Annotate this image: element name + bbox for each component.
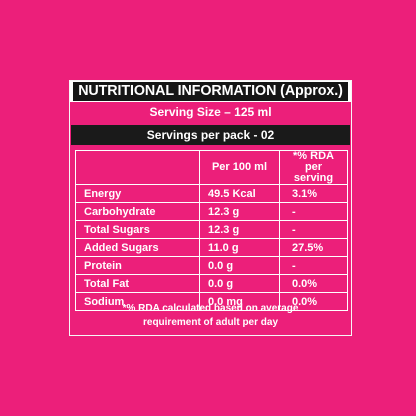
panel-title: NUTRITIONAL INFORMATION (Approx.) [73,82,348,101]
rda-value: - [279,202,348,221]
table-header-row: Per 100 ml *% RDA per serving [75,150,348,185]
rda-value: - [279,220,348,239]
nutrient-name: Carbohydrate [75,202,200,221]
table-row: Total Fat 0.0 g 0.0% [75,274,348,293]
rda-value: - [279,256,348,275]
title-bar: NUTRITIONAL INFORMATION (Approx.) [70,81,351,102]
nutrient-name: Total Sugars [75,220,200,239]
servings-per-pack: Servings per pack - 02 [71,125,350,145]
nutrient-name: Sodium [75,292,200,311]
table-row: Added Sugars 11.0 g 27.5% [75,238,348,257]
per-100ml-value: 49.5 Kcal [199,184,280,203]
serving-size: Serving Size – 125 ml [71,102,350,123]
nutrition-panel: NUTRITIONAL INFORMATION (Approx.) Servin… [69,80,352,336]
table-row: Protein 0.0 g - [75,256,348,275]
nutrient-name: Total Fat [75,274,200,293]
per-100ml-value: 12.3 g [199,202,280,221]
rda-value: 0.0% [279,274,348,293]
per-100ml-value: 11.0 g [199,238,280,257]
rda-footnote: *% RDA calculated based on average requi… [75,302,346,330]
header-nutrient [75,150,200,185]
table-row: Sodium 0.0 mg 0.0% [75,292,348,311]
nutrient-name: Protein [75,256,200,275]
nutrient-name: Energy [75,184,200,203]
per-100ml-value: 0.0 g [199,256,280,275]
header-rda-text: *% RDA per serving [293,150,334,184]
nutrient-name: Added Sugars [75,238,200,257]
per-100ml-value: 0.0 g [199,274,280,293]
header-rda: *% RDA per serving [279,150,348,185]
table-row: Energy 49.5 Kcal 3.1% [75,184,348,203]
nutrition-table: Per 100 ml *% RDA per serving Energy 49.… [75,150,348,311]
header-per-100ml: Per 100 ml [199,150,280,185]
table-row: Total Sugars 12.3 g - [75,220,348,239]
per-100ml-value: 12.3 g [199,220,280,239]
rda-value: 3.1% [279,184,348,203]
footnote-line-1: *% RDA calculated based on average [122,303,299,314]
rda-value: 27.5% [279,238,348,257]
rda-value: 0.0% [279,292,348,311]
table-row: Carbohydrate 12.3 g - [75,202,348,221]
footnote-line-2: requirement of adult per day [142,317,279,328]
